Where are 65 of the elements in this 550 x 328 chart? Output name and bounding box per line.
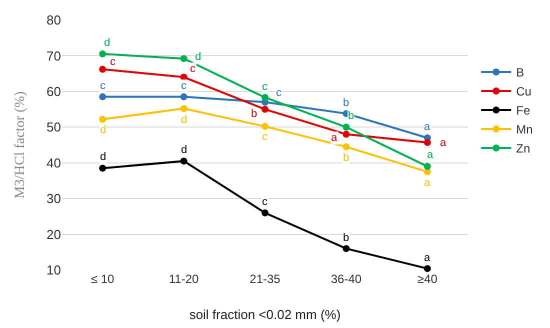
x-tick-label: 21-35 <box>250 272 281 286</box>
annotation: b <box>343 152 350 164</box>
annotation: b <box>348 110 354 122</box>
annotation: a <box>427 149 434 161</box>
legend-label: B <box>516 66 524 80</box>
y-tick-label: 60 <box>46 84 61 99</box>
annotation: b <box>343 232 350 244</box>
annotation: c <box>262 81 268 93</box>
y-tick-label: 20 <box>46 226 61 242</box>
point <box>180 93 188 100</box>
annotation: c <box>110 56 116 68</box>
point <box>180 158 188 165</box>
annotation: d <box>195 51 202 63</box>
y-tick-label: 70 <box>46 48 61 64</box>
point <box>342 245 350 252</box>
annotation: b <box>343 97 350 109</box>
point <box>99 93 106 100</box>
annotation: c <box>100 80 106 92</box>
annotation: a <box>331 132 338 144</box>
x-tick-label: ≤ 10 <box>90 272 115 286</box>
x-tick-label: 11-20 <box>168 272 200 286</box>
annotation: c <box>262 196 268 208</box>
point <box>262 122 268 130</box>
annotation: d <box>100 151 106 163</box>
legend-label: Fe <box>516 104 530 118</box>
annotation: b <box>251 108 258 120</box>
annotation: c <box>276 87 282 99</box>
annotation: a <box>424 121 431 133</box>
point <box>180 105 188 112</box>
annotation: a <box>424 252 431 264</box>
annotation: d <box>181 144 188 156</box>
x-tick-label: 36-40 <box>330 272 362 286</box>
y-tick-label: 50 <box>46 120 61 135</box>
x-axis-title: soil fraction <0.02 mm (%) <box>189 307 341 322</box>
point <box>99 164 106 172</box>
x-tick-label: ≥40 <box>417 272 438 286</box>
point <box>424 162 431 170</box>
point <box>262 209 268 216</box>
point <box>262 106 268 113</box>
point <box>342 130 350 138</box>
point <box>99 116 106 123</box>
annotation: c <box>262 131 268 143</box>
point <box>424 139 431 146</box>
y-tick-label: 80 <box>46 12 61 28</box>
point <box>342 124 350 131</box>
annotation: c <box>190 63 196 75</box>
annotation: a <box>424 177 431 189</box>
annotation: a <box>440 137 447 149</box>
y-axis-title: M3/HCl factor (%) <box>13 91 28 199</box>
legend-label: Mn <box>516 122 533 137</box>
annotation: d <box>181 114 188 126</box>
legend-label: Zn <box>516 142 530 156</box>
y-tick-label: 30 <box>46 191 61 206</box>
annotation: c <box>181 80 187 92</box>
point <box>262 94 268 101</box>
y-tick-label: 10 <box>46 262 61 278</box>
annotation: d <box>104 37 110 49</box>
point <box>180 55 188 62</box>
point <box>342 143 350 150</box>
y-tick-label: 40 <box>46 155 61 170</box>
point <box>99 50 106 58</box>
annotation: d <box>100 124 106 136</box>
point <box>99 66 106 73</box>
legend-label: Cu <box>516 84 532 99</box>
point <box>424 265 431 272</box>
